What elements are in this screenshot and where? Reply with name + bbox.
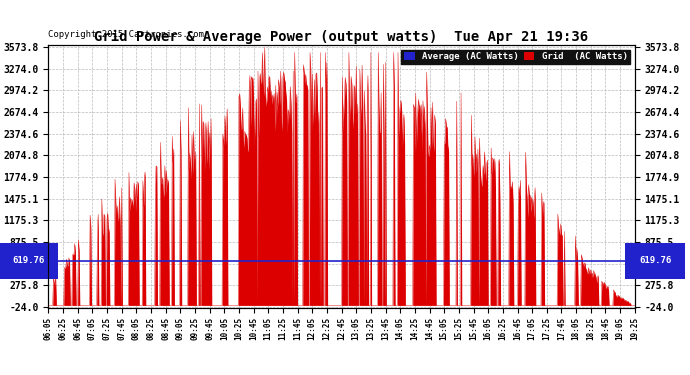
Title: Grid Power & Average Power (output watts)  Tue Apr 21 19:36: Grid Power & Average Power (output watts… xyxy=(95,30,589,44)
Text: Copyright 2015 Cartronics.com: Copyright 2015 Cartronics.com xyxy=(48,30,204,39)
Legend: Average (AC Watts), Grid  (AC Watts): Average (AC Watts), Grid (AC Watts) xyxy=(402,50,630,64)
Text: 619.76: 619.76 xyxy=(12,256,44,265)
Text: 619.76: 619.76 xyxy=(639,256,671,265)
